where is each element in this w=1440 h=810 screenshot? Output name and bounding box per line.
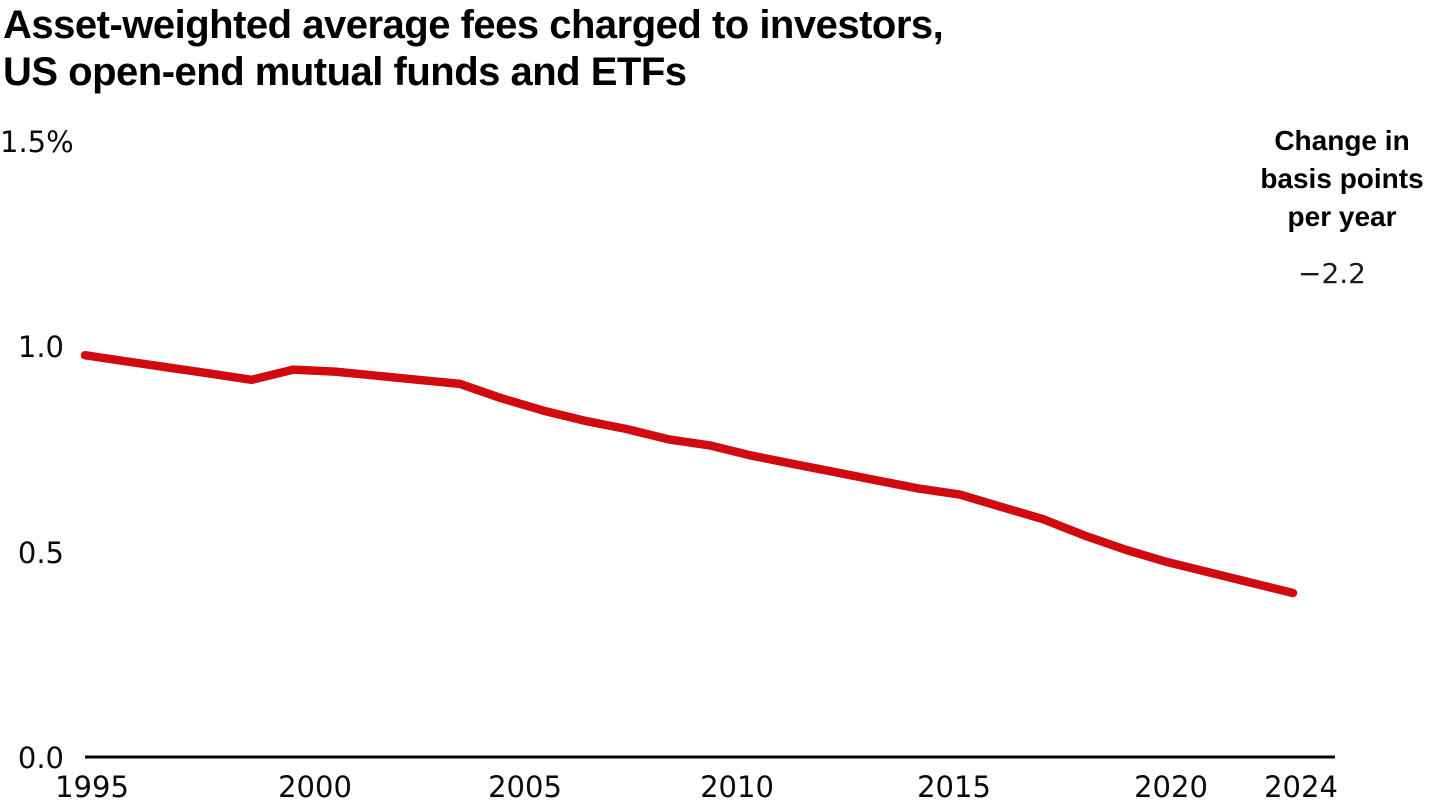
x-tick-2024: 2024 (1264, 770, 1338, 804)
annotation-value: −2.2 (1298, 257, 1366, 290)
y-tick-0-5: 0.5 (17, 536, 64, 570)
annotation-heading: Change in basis points per year (1246, 122, 1438, 236)
chart-title-line-1: Asset-weighted average fees charged to i… (3, 3, 944, 47)
x-tick-2015: 2015 (917, 770, 991, 804)
y-tick-1-0: 1.0 (17, 330, 64, 364)
fee-line (80, 350, 1298, 598)
x-tick-1995: 1995 (55, 770, 129, 804)
y-tick-1-5: 1.5% (0, 125, 74, 159)
annotation-heading-line-2: basis points (1260, 163, 1424, 194)
annotation-heading-line-1: Change in (1274, 125, 1410, 156)
x-tick-2000: 2000 (278, 770, 352, 804)
x-tick-2010: 2010 (700, 770, 774, 804)
annotation-heading-line-3: per year (1287, 201, 1397, 232)
chart-title: Asset-weighted average fees charged to i… (3, 2, 944, 96)
x-tick-2020: 2020 (1134, 770, 1208, 804)
x-tick-2005: 2005 (488, 770, 562, 804)
chart-title-line-2: US open-end mutual funds and ETFs (3, 50, 687, 94)
y-tick-0-0: 0.0 (17, 741, 64, 775)
